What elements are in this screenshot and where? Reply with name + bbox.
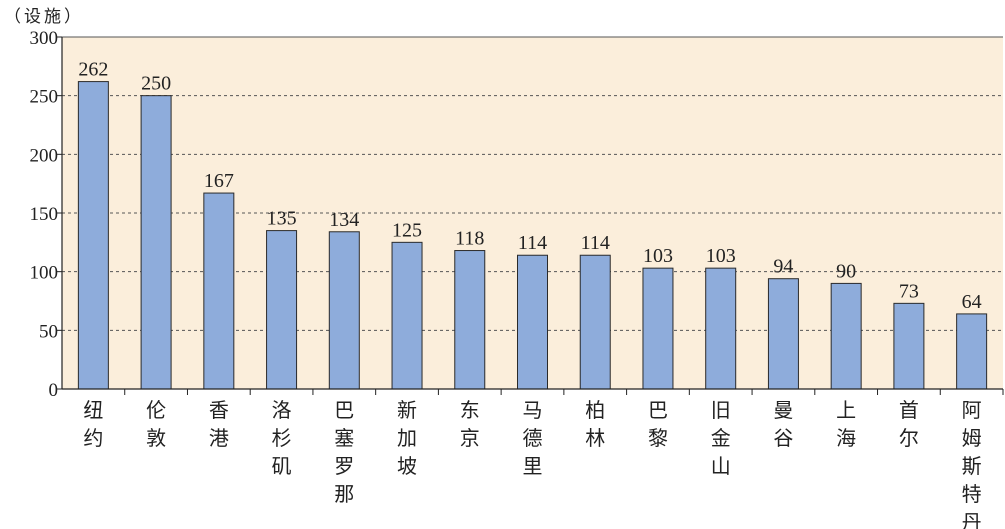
bar xyxy=(140,95,172,390)
data-label: 64 xyxy=(962,291,982,313)
bar xyxy=(767,278,799,390)
y-tick-label: 0 xyxy=(49,380,59,401)
x-tick-label: 上海 xyxy=(836,398,856,450)
y-tick-label: 100 xyxy=(30,263,59,284)
bar xyxy=(328,231,360,390)
bar xyxy=(830,282,862,390)
bar xyxy=(579,254,611,390)
y-tick-label: 150 xyxy=(30,204,59,225)
data-label: 114 xyxy=(518,232,547,254)
x-tick-label: 巴黎 xyxy=(648,398,668,450)
data-label: 103 xyxy=(643,245,673,267)
bar xyxy=(266,230,298,390)
data-label: 90 xyxy=(836,260,856,282)
bar xyxy=(454,250,486,390)
bar xyxy=(642,267,674,390)
data-label: 94 xyxy=(773,256,793,278)
y-tick-label: 50 xyxy=(39,321,58,342)
data-label: 134 xyxy=(329,209,359,231)
data-label: 250 xyxy=(141,73,171,95)
x-tick-label: 马德里 xyxy=(523,398,543,478)
data-label: 103 xyxy=(706,245,736,267)
x-tick-label: 阿姆斯特丹 xyxy=(962,398,982,529)
bar xyxy=(203,192,235,390)
data-label: 167 xyxy=(204,170,234,192)
bar xyxy=(705,267,737,390)
bar xyxy=(956,313,988,390)
bar xyxy=(77,81,109,390)
data-label: 125 xyxy=(392,219,422,241)
y-tick-label: 300 xyxy=(30,28,59,49)
x-tick-label: 旧金山 xyxy=(711,398,731,478)
data-label: 73 xyxy=(899,280,919,302)
data-label: 118 xyxy=(455,228,484,250)
x-tick-label: 柏林 xyxy=(585,398,605,450)
labels: 0 50 100 150 200 250 300 262 纽约 250 伦敦 167 香港 135 洛杉矶 1… xyxy=(30,28,982,529)
data-label: 135 xyxy=(267,208,297,230)
bar xyxy=(893,302,925,390)
x-tick-label: 洛杉矶 xyxy=(272,398,292,478)
x-tick-label: 伦敦 xyxy=(146,398,166,450)
axes xyxy=(56,36,1004,395)
x-tick-label: 东京 xyxy=(460,398,480,450)
bar xyxy=(391,241,423,390)
x-tick-label: 巴塞罗那 xyxy=(334,398,354,506)
bars xyxy=(77,81,988,390)
bar xyxy=(517,254,548,390)
x-tick-label: 香港 xyxy=(209,398,229,450)
x-tick-label: 首尔 xyxy=(899,398,919,450)
x-tick-label: 新加坡 xyxy=(397,398,417,478)
y-tick-label: 200 xyxy=(30,145,59,166)
data-label: 114 xyxy=(581,232,610,254)
data-label: 262 xyxy=(78,59,108,81)
x-tick-label: 纽约 xyxy=(83,398,103,450)
y-axis-unit-label: （设施） xyxy=(4,7,84,27)
x-tick-label: 曼谷 xyxy=(773,398,793,450)
y-tick-label: 250 xyxy=(30,87,59,108)
